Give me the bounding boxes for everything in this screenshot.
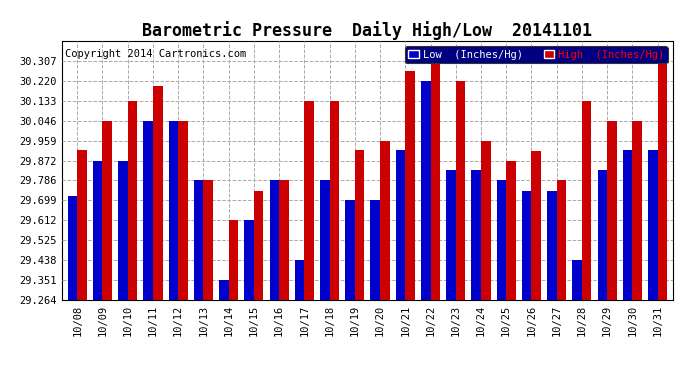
Bar <box>355 150 364 300</box>
Bar <box>330 101 339 300</box>
Bar <box>506 161 516 300</box>
Bar <box>405 71 415 300</box>
Bar <box>228 220 238 300</box>
Bar <box>270 180 279 300</box>
Bar <box>68 196 77 300</box>
Bar <box>93 161 103 300</box>
Bar <box>144 121 153 300</box>
Bar <box>295 260 304 300</box>
Bar <box>481 141 491 300</box>
Bar <box>128 101 137 300</box>
Bar <box>497 180 506 300</box>
Bar <box>279 180 288 300</box>
Bar <box>77 150 87 300</box>
Bar <box>531 151 541 300</box>
Bar <box>598 170 607 300</box>
Bar <box>582 101 591 300</box>
Bar <box>572 260 582 300</box>
Bar <box>153 86 163 300</box>
Bar <box>204 180 213 300</box>
Title: Barometric Pressure  Daily High/Low  20141101: Barometric Pressure Daily High/Low 20141… <box>142 21 593 40</box>
Bar <box>431 61 440 300</box>
Bar <box>471 170 481 300</box>
Bar <box>421 81 431 300</box>
Bar <box>194 180 204 300</box>
Bar <box>547 190 557 300</box>
Bar <box>380 141 390 300</box>
Bar <box>304 101 314 300</box>
Bar <box>632 121 642 300</box>
Bar <box>455 81 465 300</box>
Bar <box>254 190 264 300</box>
Bar <box>168 121 178 300</box>
Bar <box>118 161 128 300</box>
Bar <box>557 180 566 300</box>
Bar <box>658 61 667 300</box>
Bar <box>320 180 330 300</box>
Bar <box>607 121 617 300</box>
Bar <box>395 150 405 300</box>
Legend: Low  (Inches/Hg), High  (Inches/Hg): Low (Inches/Hg), High (Inches/Hg) <box>405 46 667 63</box>
Bar <box>345 200 355 300</box>
Bar <box>446 170 455 300</box>
Bar <box>371 200 380 300</box>
Bar <box>623 150 632 300</box>
Bar <box>522 190 531 300</box>
Bar <box>178 121 188 300</box>
Bar <box>648 150 658 300</box>
Bar <box>103 121 112 300</box>
Bar <box>219 280 228 300</box>
Text: Copyright 2014 Cartronics.com: Copyright 2014 Cartronics.com <box>65 49 246 59</box>
Bar <box>244 220 254 300</box>
